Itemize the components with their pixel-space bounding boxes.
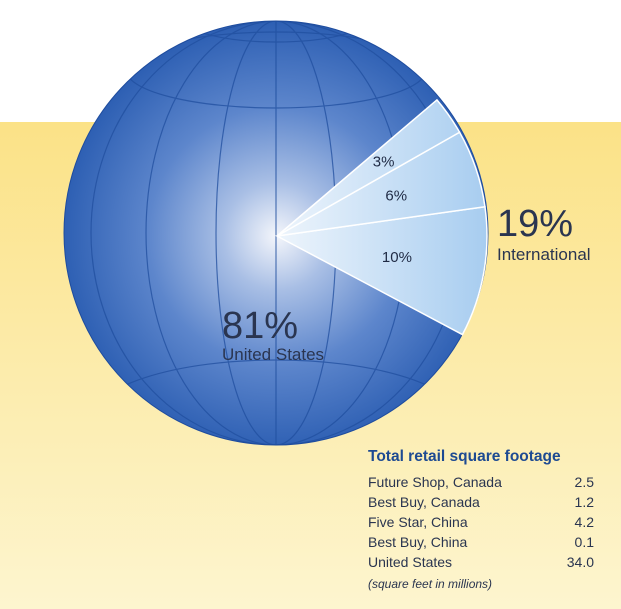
us-label: United States: [222, 345, 324, 364]
table-title: Total retail square footage: [368, 448, 561, 465]
row-name: Five Star, China: [368, 514, 468, 530]
table-row: Five Star, China 4.2: [368, 512, 594, 532]
row-name: United States: [368, 554, 453, 570]
wedge-slice: [274, 205, 488, 336]
row-value: 1.2: [574, 494, 594, 510]
slice-label: 6%: [385, 187, 407, 204]
table-row: Best Buy, China 0.1: [368, 532, 594, 552]
row-value: 4.2: [574, 514, 594, 530]
table-row: United States 34.0: [368, 552, 594, 572]
row-value: 2.5: [574, 474, 594, 490]
row-value: 34.0: [566, 554, 594, 570]
row-value: 0.1: [574, 534, 594, 550]
footage-table: Total retail square footage Future Shop,…: [368, 448, 594, 591]
table-note: (square feet in millions): [368, 577, 493, 591]
table-row: Best Buy, Canada 1.2: [368, 492, 594, 512]
row-name: Best Buy, China: [368, 534, 468, 550]
row-name: Best Buy, Canada: [368, 494, 480, 510]
table-row: Future Shop, Canada 2.5: [368, 472, 594, 492]
slice-label: 3%: [373, 153, 395, 170]
international-wedge: [274, 98, 488, 336]
wedge-slice: [276, 98, 461, 237]
intl-label: International: [497, 245, 591, 264]
slice-labels: 10% 6% 3%: [373, 153, 412, 266]
intl-percent: 19%: [497, 203, 573, 245]
us-percent: 81%: [222, 305, 298, 347]
slice-label: 10%: [382, 249, 412, 266]
row-name: Future Shop, Canada: [368, 474, 502, 490]
